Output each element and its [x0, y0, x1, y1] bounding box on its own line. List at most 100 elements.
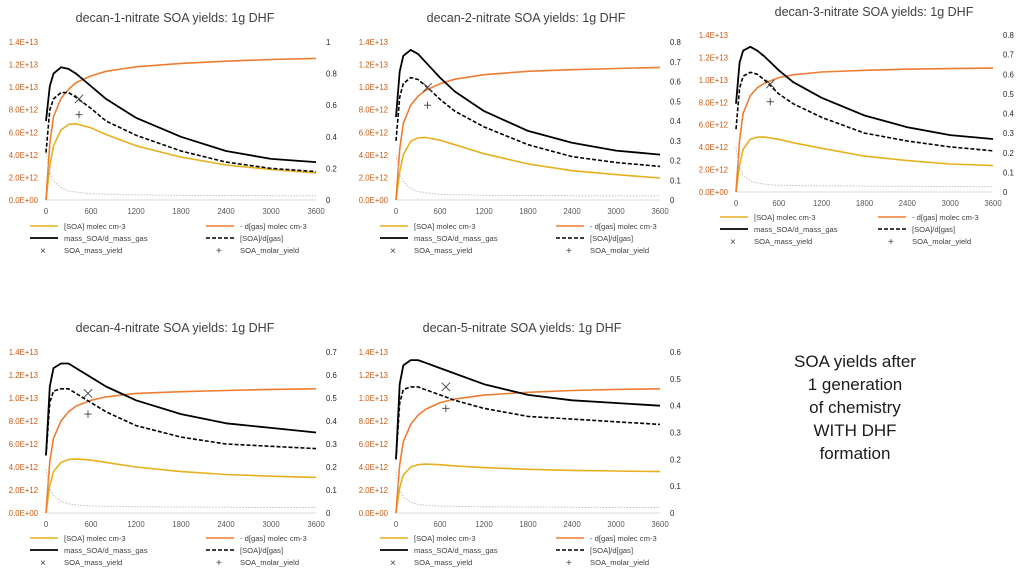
legend-label-mass-ratio: mass_SOA/d_mass_gas — [754, 225, 838, 234]
x-tick-label: 0 — [394, 520, 399, 529]
chart-legend: [SOA] molec cm-3 - d[gas] molec cm-3 mass_… — [30, 222, 307, 257]
y-right-tick-label: 0 — [670, 196, 675, 205]
y-left-tick-label: 1.0E+13 — [699, 76, 728, 85]
legend-label-mass-yield: SOA_mass_yield — [64, 558, 122, 567]
y-left-tick-label: 0.0E+00 — [9, 196, 39, 205]
series-line-molar-ratio — [395, 386, 661, 460]
y-left-tick-label: 1.0E+13 — [359, 394, 388, 403]
legend-label-mass-yield: SOA_mass_yield — [414, 558, 472, 567]
legend-label-soa: [SOA] molec cm-3 — [414, 534, 476, 543]
point-molar-yield — [84, 410, 92, 418]
y-right-tick-label: 0.2 — [326, 463, 337, 472]
y-left-tick-label: 0.0E+00 — [359, 509, 389, 518]
legend-label-mass-yield: SOA_mass_yield — [64, 246, 122, 255]
y-right-tick-label: 0.8 — [670, 38, 681, 47]
series-line-tiny — [395, 471, 661, 508]
y-left-tick-label: 1.2E+13 — [9, 371, 38, 380]
summary-note-line-2: 1 generation — [807, 375, 903, 394]
x-tick-label: 0 — [394, 207, 399, 216]
point-mass-yield — [765, 79, 775, 89]
y-right-tick-label: 0.3 — [670, 429, 681, 438]
summary-note-line-1: SOA yields after — [794, 352, 916, 371]
legend-marker-molar-yield: + — [216, 246, 222, 257]
y-left-tick-label: 0.0E+00 — [699, 188, 729, 197]
summary-note-line-4: WITH DHF — [813, 421, 897, 440]
y-left-tick-label: 2.0E+12 — [359, 486, 388, 495]
chart-panel-2: decan-2-nitrate SOA yields: 1g DHF 0 600 12… — [359, 11, 682, 257]
series-line-gas — [45, 57, 317, 201]
point-molar-yield — [766, 98, 774, 106]
x-tick-label: 600 — [772, 199, 786, 208]
y-left-tick-label: 1.4E+13 — [359, 348, 388, 357]
legend-marker-molar-yield: + — [888, 237, 894, 248]
x-tick-label: 1800 — [519, 207, 537, 216]
x-tick-label: 2400 — [899, 199, 917, 208]
y-right-tick-label: 0.6 — [670, 78, 681, 87]
y-right-tick-label: 0.4 — [670, 117, 682, 126]
y-right-tick-label: 0.5 — [326, 394, 338, 403]
series-line-tiny — [45, 152, 317, 197]
y-left-tick-label: 2.0E+12 — [699, 166, 728, 175]
x-tick-label: 1200 — [475, 207, 493, 216]
chart-title: decan-2-nitrate SOA yields: 1g DHF — [427, 11, 626, 25]
y-right-tick-label: 0.6 — [670, 348, 681, 357]
y-right-tick-label: 0.7 — [326, 348, 337, 357]
mass-yield-cross-stroke — [765, 79, 775, 89]
legend-marker-mass-yield: × — [40, 246, 46, 257]
x-tick-label: 3000 — [262, 520, 280, 529]
y-left-tick-label: 6.0E+12 — [9, 128, 38, 137]
point-molar-yield — [442, 404, 450, 412]
series-line-soa — [45, 458, 317, 514]
series-line-tiny — [45, 469, 317, 508]
x-tick-label: 1200 — [127, 207, 145, 216]
x-tick-label: 3600 — [307, 520, 325, 529]
x-tick-label: 2400 — [563, 207, 581, 216]
y-left-tick-label: 6.0E+12 — [359, 440, 388, 449]
mass-yield-cross-stroke — [423, 82, 433, 92]
series-line-tiny — [735, 147, 994, 188]
series-line-mass-ratio — [395, 359, 661, 460]
y-right-tick-label: 0.1 — [670, 176, 681, 185]
chart-legend: [SOA] molec cm-3 - d[gas] molec cm-3 mass_… — [380, 534, 657, 569]
chart-title: decan-4-nitrate SOA yields: 1g DHF — [76, 321, 275, 335]
y-right-tick-label: 0.6 — [326, 101, 337, 110]
legend-label-mass-ratio: mass_SOA/d_mass_gas — [64, 546, 148, 555]
y-left-tick-label: 1.0E+13 — [359, 83, 388, 92]
y-right-tick-label: 0.2 — [326, 164, 337, 173]
y-left-tick-label: 1.0E+13 — [9, 83, 38, 92]
series-line-mass-ratio — [45, 66, 317, 163]
series-line-mass-ratio — [735, 45, 994, 140]
y-right-tick-label: 0.8 — [326, 70, 337, 79]
y-right-tick-label: 0.4 — [670, 402, 682, 411]
series-line-molar-ratio — [45, 387, 317, 456]
y-left-tick-label: 4.0E+12 — [9, 463, 38, 472]
summary-note: SOA yields after 1 generation of chemist… — [770, 350, 940, 465]
x-tick-label: 600 — [84, 207, 98, 216]
y-right-tick-label: 0.2 — [670, 157, 681, 166]
series-line-soa — [395, 136, 661, 201]
y-left-tick-label: 1.2E+13 — [359, 371, 388, 380]
y-left-tick-label: 1.0E+13 — [9, 394, 38, 403]
y-left-tick-label: 8.0E+12 — [359, 417, 388, 426]
y-left-tick-label: 1.2E+13 — [9, 61, 38, 70]
y-left-tick-label: 6.0E+12 — [9, 440, 38, 449]
y-left-tick-label: 1.2E+13 — [699, 53, 728, 62]
chart-legend: [SOA] molec cm-3 - d[gas] molec cm-3 mass_… — [30, 534, 307, 569]
x-tick-label: 3600 — [651, 207, 669, 216]
point-mass-yield — [74, 94, 84, 104]
x-tick-label: 1800 — [172, 207, 190, 216]
y-right-tick-label: 0.7 — [670, 58, 681, 67]
chart-panel-5: decan-5-nitrate SOA yields: 1g DHF 0 600 12… — [359, 321, 682, 569]
series-line-molar-ratio — [395, 76, 661, 168]
x-tick-label: 0 — [734, 199, 739, 208]
x-tick-label: 1800 — [856, 199, 874, 208]
x-tick-label: 2400 — [217, 520, 235, 529]
series-line-molar-ratio — [45, 91, 317, 173]
legend-label-soa: [SOA] molec cm-3 — [414, 222, 476, 231]
mass-yield-cross-stroke — [74, 94, 84, 104]
point-mass-yield — [83, 388, 93, 398]
legend-label-soa: [SOA] molec cm-3 — [64, 222, 126, 231]
